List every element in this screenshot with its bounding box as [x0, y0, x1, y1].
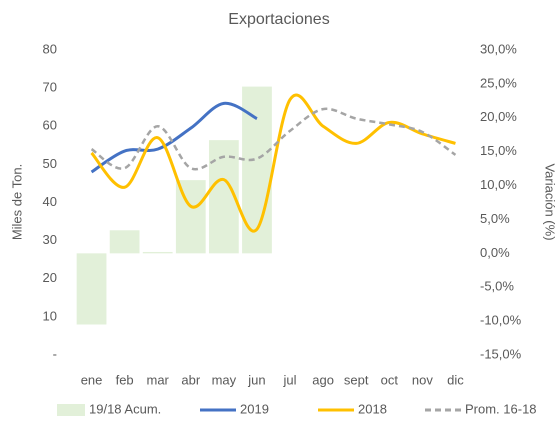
y2-tick-label: 30,0% — [480, 41, 517, 56]
bar — [109, 230, 140, 254]
x-tick-label: nov — [412, 372, 433, 387]
x-tick-label: jun — [247, 372, 265, 387]
x-tick-label: may — [212, 372, 237, 387]
line — [90, 93, 456, 233]
x-tick-label: mar — [147, 372, 170, 387]
bar — [142, 251, 173, 254]
y2-tick-label: 15,0% — [480, 143, 517, 158]
y2-tick-label: 10,0% — [480, 177, 517, 192]
y-tick-label: 40 — [43, 194, 57, 209]
y-tick-label: - — [53, 346, 57, 361]
line — [90, 107, 457, 171]
y-tick-label: 60 — [43, 118, 57, 133]
bar — [76, 253, 107, 325]
chart-title: Exportaciones — [228, 11, 329, 28]
y2-tick-label: 5,0% — [480, 211, 510, 226]
y2-tick-label: 0,0% — [480, 245, 510, 260]
y-axis-title: Miles de Ton. — [9, 164, 24, 240]
legend-swatch — [57, 404, 85, 416]
line — [90, 101, 258, 174]
x-tick-label: oct — [381, 372, 399, 387]
x-tick-label: ene — [81, 372, 103, 387]
y-tick-label: 70 — [43, 80, 57, 95]
y-tick-label: 20 — [43, 270, 57, 285]
y-tick-label: 10 — [43, 308, 57, 323]
x-tick-label: abr — [181, 372, 200, 387]
legend-label: 2019 — [240, 401, 269, 416]
x-tick-label: feb — [116, 372, 134, 387]
y2-tick-label: -10,0% — [480, 313, 522, 328]
legend-label: Prom. 16-18 — [465, 401, 537, 416]
y2-tick-label: -15,0% — [480, 346, 522, 361]
x-tick-label: dic — [447, 372, 464, 387]
y-tick-label: 50 — [43, 156, 57, 171]
y2-tick-label: -5,0% — [480, 279, 514, 294]
x-tick-label: jul — [283, 372, 297, 387]
y-tick-label: 30 — [43, 232, 57, 247]
x-tick-label: sept — [344, 372, 369, 387]
y2-axis-title: Variación (%) — [543, 163, 558, 240]
y2-tick-label: 25,0% — [480, 75, 517, 90]
legend-label: 19/18 Acum. — [89, 401, 161, 416]
y-tick-label: 80 — [43, 41, 57, 56]
y2-tick-label: 20,0% — [480, 109, 517, 124]
x-tick-label: ago — [312, 372, 334, 387]
legend-label: 2018 — [358, 401, 387, 416]
